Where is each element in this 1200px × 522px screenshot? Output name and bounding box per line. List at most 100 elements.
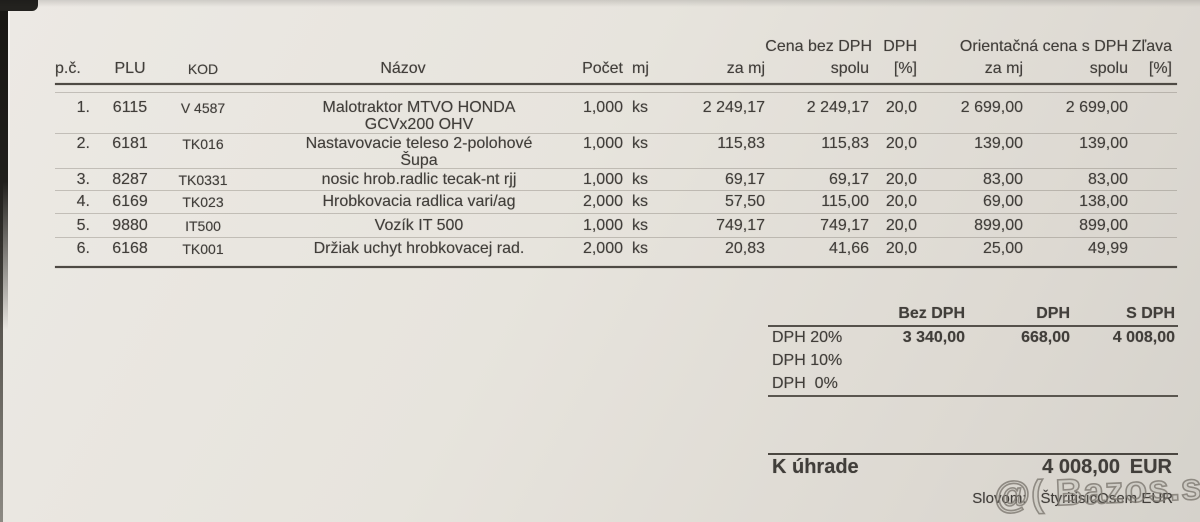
- nazov-line1: Malotraktor MTVO HONDA: [322, 99, 516, 116]
- cell-mj: ks: [632, 240, 648, 257]
- photo-left-edge-dark: [0, 0, 8, 330]
- summary-value-dph: 668,00: [1021, 329, 1070, 346]
- cell-za-mj: 115,83: [717, 135, 765, 152]
- cell-spolu: 115,83: [821, 135, 869, 152]
- summary-header-dph: DPH: [1036, 305, 1070, 322]
- cell-kod: TK023: [182, 194, 224, 210]
- photo-top-shadow: [0, 0, 1200, 7]
- col-header-pocet: Počet: [582, 60, 623, 77]
- summary-row-label: DPH 10%: [772, 352, 843, 369]
- bazos-watermark: @( Bazos.sk: [992, 464, 1200, 517]
- col-header-spolu: spolu: [830, 60, 869, 77]
- cell-za-mj-sdph: 25,00: [982, 240, 1023, 257]
- slovom-label: Slovom:: [972, 490, 1027, 507]
- nazov-line2: Šupa: [400, 151, 438, 169]
- cell-za-mj-sdph: 899,00: [974, 217, 1023, 234]
- total-label: K úhrade: [772, 456, 859, 478]
- cell-pocet: 1,000: [582, 99, 623, 116]
- col-header-kod: KOD: [187, 61, 219, 77]
- nazov-line2: GCVx200 OHV: [364, 115, 474, 133]
- nazov-line1: nosic hrob.radlic tecak-nt rjj: [321, 171, 517, 188]
- summary-top-rule: [768, 325, 1178, 327]
- col-header-pc: p.č.: [55, 60, 81, 77]
- cell-kod: V 4587: [180, 100, 226, 116]
- cell-dph-pct: 20,0: [885, 240, 917, 257]
- cell-nazov: Držiak uchyt hrobkovacej rad.: [281, 240, 557, 258]
- cell-za-mj-sdph: 69,00: [982, 193, 1023, 210]
- cell-za-mj: 20,83: [724, 240, 765, 257]
- cell-kod: TK001: [182, 241, 224, 257]
- cell-spolu: 2 249,17: [806, 99, 869, 116]
- cell-plu: 6115: [112, 99, 148, 116]
- cell-mj: ks: [632, 217, 648, 234]
- header-group-orientacna: Orientačná cena s DPH: [959, 38, 1128, 55]
- cell-plu: 8287: [112, 171, 148, 188]
- row-separator: [55, 237, 1177, 238]
- cell-za-mj: 57,50: [724, 193, 765, 210]
- cell-nazov: Vozík IT 500: [281, 217, 557, 235]
- cell-kod: TK0331: [178, 172, 228, 188]
- cell-pocet: 1,000: [582, 217, 623, 234]
- cell-mj: ks: [632, 193, 648, 210]
- amount-in-words: Slovom: ŠtyritisícOsem EUR: [972, 490, 1173, 508]
- cell-za-mj-sdph: 2 699,00: [960, 99, 1023, 116]
- cell-za-mj: 69,17: [724, 171, 765, 188]
- cell-pc: 3.: [76, 171, 90, 188]
- row-separator: [55, 213, 1177, 214]
- cell-spolu-sdph: 899,00: [1079, 217, 1128, 234]
- cell-dph-pct: 20,0: [885, 193, 917, 210]
- header-rule: [55, 83, 1177, 85]
- cell-spolu: 41,66: [828, 240, 869, 257]
- cell-plu: 9880: [112, 217, 148, 234]
- cell-dph-pct: 20,0: [885, 135, 917, 152]
- cell-pocet: 1,000: [582, 135, 623, 152]
- cell-pc: 6.: [76, 240, 90, 257]
- summary-row-label: DPH 0%: [772, 375, 838, 392]
- cell-nazov: Malotraktor MTVO HONDA GCVx200 OHV: [281, 99, 557, 133]
- summary-header-s-dph: S DPH: [1126, 305, 1175, 322]
- summary-value-bez: 3 340,00: [902, 329, 965, 346]
- cell-kod: IT500: [185, 218, 221, 234]
- col-header-za-mj-sdph: za mj: [984, 60, 1023, 77]
- summary-row-label: DPH 20%: [772, 329, 843, 346]
- table-bottom-rule: [55, 266, 1177, 268]
- cell-za-mj-sdph: 83,00: [982, 171, 1023, 188]
- cell-kod: TK016: [182, 136, 224, 152]
- cell-za-mj: 749,17: [716, 217, 765, 234]
- cell-pocet: 2,000: [582, 240, 623, 257]
- photo-top-left-corner: [0, 0, 38, 11]
- col-header-dph-pct: [%]: [893, 60, 917, 77]
- cell-za-mj-sdph: 139,00: [974, 135, 1023, 152]
- total-rule: [768, 453, 1178, 455]
- cell-spolu-sdph: 2 699,00: [1065, 99, 1128, 116]
- cell-spolu-sdph: 139,00: [1079, 135, 1128, 152]
- cell-plu: 6181: [112, 135, 148, 152]
- cell-dph-pct: 20,0: [885, 217, 917, 234]
- col-header-zlava-pct: [%]: [1148, 60, 1172, 77]
- col-header-spolu-sdph: spolu: [1089, 60, 1128, 77]
- cell-nazov: Nastavovacie teleso 2-polohové Šupa: [281, 135, 557, 169]
- cell-nazov: Hrobkovacia radlica vari/ag: [281, 193, 557, 211]
- cell-za-mj: 2 249,17: [702, 99, 765, 116]
- slovom-value: ŠtyritisícOsem EUR: [1040, 490, 1173, 507]
- cell-pocet: 1,000: [582, 171, 623, 188]
- header-group-zlava: Zľava: [1131, 38, 1172, 55]
- summary-bottom-rule: [768, 395, 1178, 397]
- cell-pc: 5.: [76, 217, 90, 234]
- header-group-cena-bez-dph: Cena bez DPH: [765, 38, 872, 55]
- nazov-line1: Držiak uchyt hrobkovacej rad.: [313, 240, 525, 257]
- summary-value-s-dph: 4 008,00: [1112, 329, 1175, 346]
- cell-spolu: 69,17: [828, 171, 869, 188]
- photo-left-edge-highlight: [8, 0, 10, 300]
- cell-spolu: 749,17: [820, 217, 869, 234]
- cell-plu: 6169: [112, 193, 148, 210]
- cell-dph-pct: 20,0: [885, 171, 917, 188]
- row-separator: [55, 168, 1177, 169]
- row-separator: [55, 92, 1177, 93]
- col-header-mj: mj: [632, 60, 649, 77]
- nazov-line1: Nastavovacie teleso 2-polohové: [305, 135, 533, 152]
- cell-pc: 2.: [76, 135, 90, 152]
- cell-spolu-sdph: 49,99: [1087, 240, 1128, 257]
- col-header-nazov: Názov: [380, 60, 426, 77]
